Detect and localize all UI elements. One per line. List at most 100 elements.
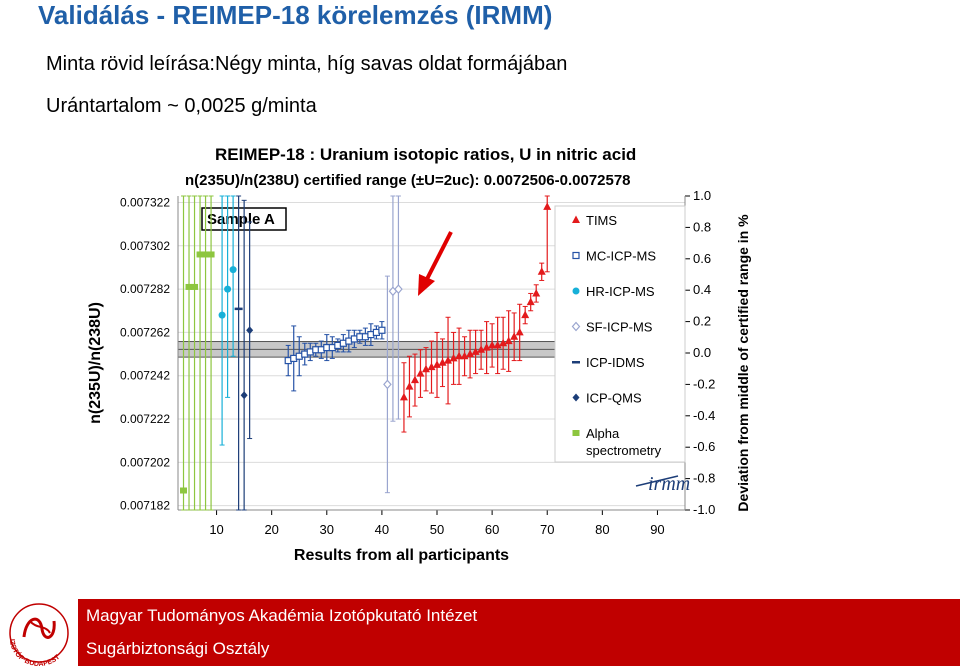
y2-tick-label: 0.8: [693, 219, 711, 234]
data-point: [202, 251, 210, 258]
chart-title: REIMEP-18 : Uranium isotopic ratios, U i…: [215, 145, 636, 164]
data-point: [455, 351, 464, 360]
legend-label: MC-ICP-MS: [586, 249, 656, 264]
data-point: [466, 349, 475, 358]
data-point: [471, 347, 480, 355]
data-point: [510, 332, 519, 340]
data-point: [438, 358, 447, 366]
data-point: [399, 392, 408, 401]
y2-tick-label: 0.2: [693, 314, 711, 329]
data-point: [572, 361, 580, 364]
legend-label: SF-ICP-MS: [586, 320, 653, 335]
x-tick-label: 60: [485, 522, 499, 537]
data-point: [246, 326, 254, 335]
y2-tick-label: -0.6: [693, 439, 715, 454]
data-point: [444, 356, 453, 364]
data-point: [234, 307, 243, 311]
data-point: [433, 360, 442, 368]
x-axis-label: Results from all participants: [294, 547, 509, 564]
data-point: [383, 379, 392, 390]
data-point: [191, 283, 199, 290]
data-point: [427, 362, 436, 371]
data-point: [207, 251, 215, 258]
data-point: [532, 288, 541, 297]
y-axis-label: n(235U)/n(238U): [87, 302, 104, 424]
institute-name: Magyar Tudományos Akadémia Izotópkutató …: [86, 606, 478, 625]
sample-description: Minta rövid leírása:Négy minta, híg sava…: [46, 53, 568, 75]
y-tick-label: 0.007302: [120, 239, 170, 253]
x-tick-label: 10: [209, 522, 223, 537]
y2-tick-label: -0.4: [693, 408, 715, 423]
arrow-shaft: [424, 231, 453, 282]
data-point: [543, 202, 552, 210]
data-point: [405, 382, 414, 390]
y-tick-label: 0.007282: [120, 282, 170, 296]
y-tick-label: 0.007182: [120, 499, 170, 513]
data-point: [240, 391, 248, 400]
y-tick-label: 0.007242: [120, 369, 170, 383]
legend-label: TIMS: [586, 213, 617, 228]
y2-tick-label: 0.0: [693, 345, 711, 360]
data-point: [449, 353, 458, 362]
y-tick-label: 0.007322: [120, 195, 170, 209]
data-point: [504, 336, 513, 345]
chart-svg: 0.007182 0.007202 0.007222 0.007242 0.007262…: [87, 145, 751, 564]
x-tick-label: 90: [650, 522, 664, 537]
data-point: [421, 364, 430, 373]
data-point: [521, 310, 530, 319]
y2-tick-label: 0.4: [693, 282, 711, 297]
legend-label: ICP-QMS: [586, 391, 642, 406]
data-point: [572, 215, 580, 223]
irmm-logo: irmm: [648, 473, 690, 495]
y2-tick-label: 0.6: [693, 251, 711, 266]
x-tick-label: 50: [430, 522, 444, 537]
x-tick-label: 40: [375, 522, 389, 537]
irmm-logo-stroke: [635, 475, 679, 487]
y2-tick-label: 1.0: [693, 188, 711, 203]
data-point: [180, 487, 188, 494]
data-point: [572, 393, 580, 402]
footer-bar: IZOTÓP·BUDAPEST Magyar Tudományos Akadém…: [0, 599, 960, 668]
data-point: [526, 297, 535, 306]
legend-label: Alpha: [586, 426, 620, 441]
data-point: [493, 340, 502, 349]
slide-title: Validálás - REIMEP-18 körelemzés (IRMM): [38, 0, 553, 30]
chart-subtitle: n(235U)/n(238U) certified range (±U=2uc)…: [185, 172, 631, 189]
chart: 0.007182 0.007202 0.007222 0.007242 0.007262…: [70, 138, 760, 570]
sample-label: Sample A: [207, 211, 275, 228]
x-tick-label: 80: [595, 522, 609, 537]
y2-axis-label: Deviation from middle of certified range…: [735, 214, 751, 512]
y-tick-label: 0.007222: [120, 412, 170, 426]
arrow-head: [418, 274, 435, 296]
institute-logo: IZOTÓP·BUDAPEST: [0, 599, 78, 668]
x-tick-label: 70: [540, 522, 554, 537]
data-point: [572, 287, 580, 295]
data-point: [416, 369, 425, 377]
y2-tick-label: -0.2: [693, 376, 715, 391]
legend-label: ICP-IDMS: [586, 355, 645, 370]
uranium-content: Urántartalom ~ 0,0025 g/minta: [46, 95, 317, 117]
data-point: [482, 343, 491, 351]
x-tick-label: 30: [320, 522, 334, 537]
data-point: [196, 251, 204, 258]
data-point: [229, 266, 237, 274]
data-point: [224, 285, 232, 293]
data-point: [572, 251, 580, 260]
data-point: [537, 267, 546, 275]
data-point: [515, 327, 524, 336]
y2-tick-label: -0.8: [693, 471, 715, 486]
data-point: [488, 340, 497, 349]
legend-label: spectrometry: [586, 443, 662, 458]
data-point: [477, 345, 486, 353]
data-point: [185, 283, 193, 290]
data-point: [499, 338, 508, 347]
data-point: [218, 311, 226, 319]
svg-text:IZOTÓP·BUDAPEST: IZOTÓP·BUDAPEST: [8, 639, 62, 666]
data-point: [572, 430, 580, 436]
data-point: [378, 326, 386, 334]
data-point: [460, 351, 469, 360]
data-point: [571, 321, 581, 332]
y-tick-label: 0.007262: [120, 325, 170, 339]
data-point: [410, 375, 419, 384]
x-tick-label: 20: [264, 522, 278, 537]
